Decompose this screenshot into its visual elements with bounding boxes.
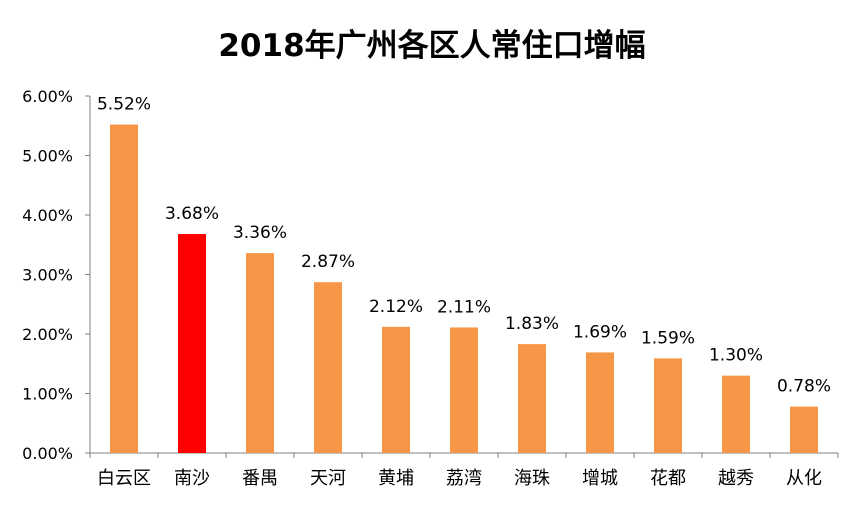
bar	[586, 352, 614, 453]
bar	[110, 124, 138, 453]
data-label: 0.78%	[777, 377, 831, 397]
bar	[518, 344, 546, 453]
bar	[654, 358, 682, 453]
bar	[722, 375, 750, 453]
data-label: 1.59%	[641, 328, 695, 348]
bar	[314, 282, 342, 453]
x-axis: 白云区 南沙 番禺 天河 黄埔 荔湾 海珠 增城 花都 越秀 从化	[89, 452, 839, 489]
x-tick-label: 天河	[310, 468, 346, 489]
data-label: 1.30%	[709, 346, 763, 366]
data-labels: 5.52% 3.68% 3.36% 2.87% 2.12% 2.11% 1.83% 1.69%…	[97, 95, 831, 397]
chart-title: 2018年广州各区人常住口增幅	[218, 28, 645, 64]
x-tick-label: 南沙	[174, 468, 210, 489]
y-tick-label: 6.00%	[22, 87, 73, 106]
data-label: 1.83%	[505, 314, 559, 334]
bar	[382, 326, 410, 453]
x-tick-label: 海珠	[514, 468, 550, 489]
bar	[178, 234, 206, 453]
y-tick-label: 3.00%	[22, 266, 73, 285]
y-tick-label: 2.00%	[22, 325, 73, 344]
x-tick-label: 番禺	[242, 468, 278, 489]
x-tick-label: 增城	[582, 468, 618, 489]
x-tick-label: 白云区	[97, 468, 151, 489]
x-tick-label: 黄埔	[378, 468, 414, 489]
data-label: 2.11%	[437, 297, 491, 317]
x-tick-label: 从化	[786, 468, 822, 489]
bar	[450, 327, 478, 453]
data-label: 3.36%	[233, 223, 287, 243]
y-tick-label: 5.00%	[22, 147, 73, 166]
bars	[110, 124, 818, 453]
bar	[246, 253, 274, 453]
y-tick-label: 0.00%	[22, 444, 73, 463]
data-label: 5.52%	[97, 95, 151, 115]
x-tick-label: 荔湾	[446, 468, 482, 489]
data-label: 3.68%	[165, 204, 219, 224]
y-tick-label: 1.00%	[22, 385, 73, 404]
data-label: 2.87%	[301, 252, 355, 272]
bar	[790, 406, 818, 453]
y-axis: 0.00% 1.00% 2.00% 3.00% 4.00% 5.00% 6.00%	[22, 87, 91, 463]
x-tick-label: 花都	[650, 468, 686, 489]
data-label: 1.69%	[573, 322, 627, 342]
data-label: 2.12%	[369, 297, 423, 317]
y-tick-label: 4.00%	[22, 206, 73, 225]
x-tick-label: 越秀	[718, 468, 754, 489]
